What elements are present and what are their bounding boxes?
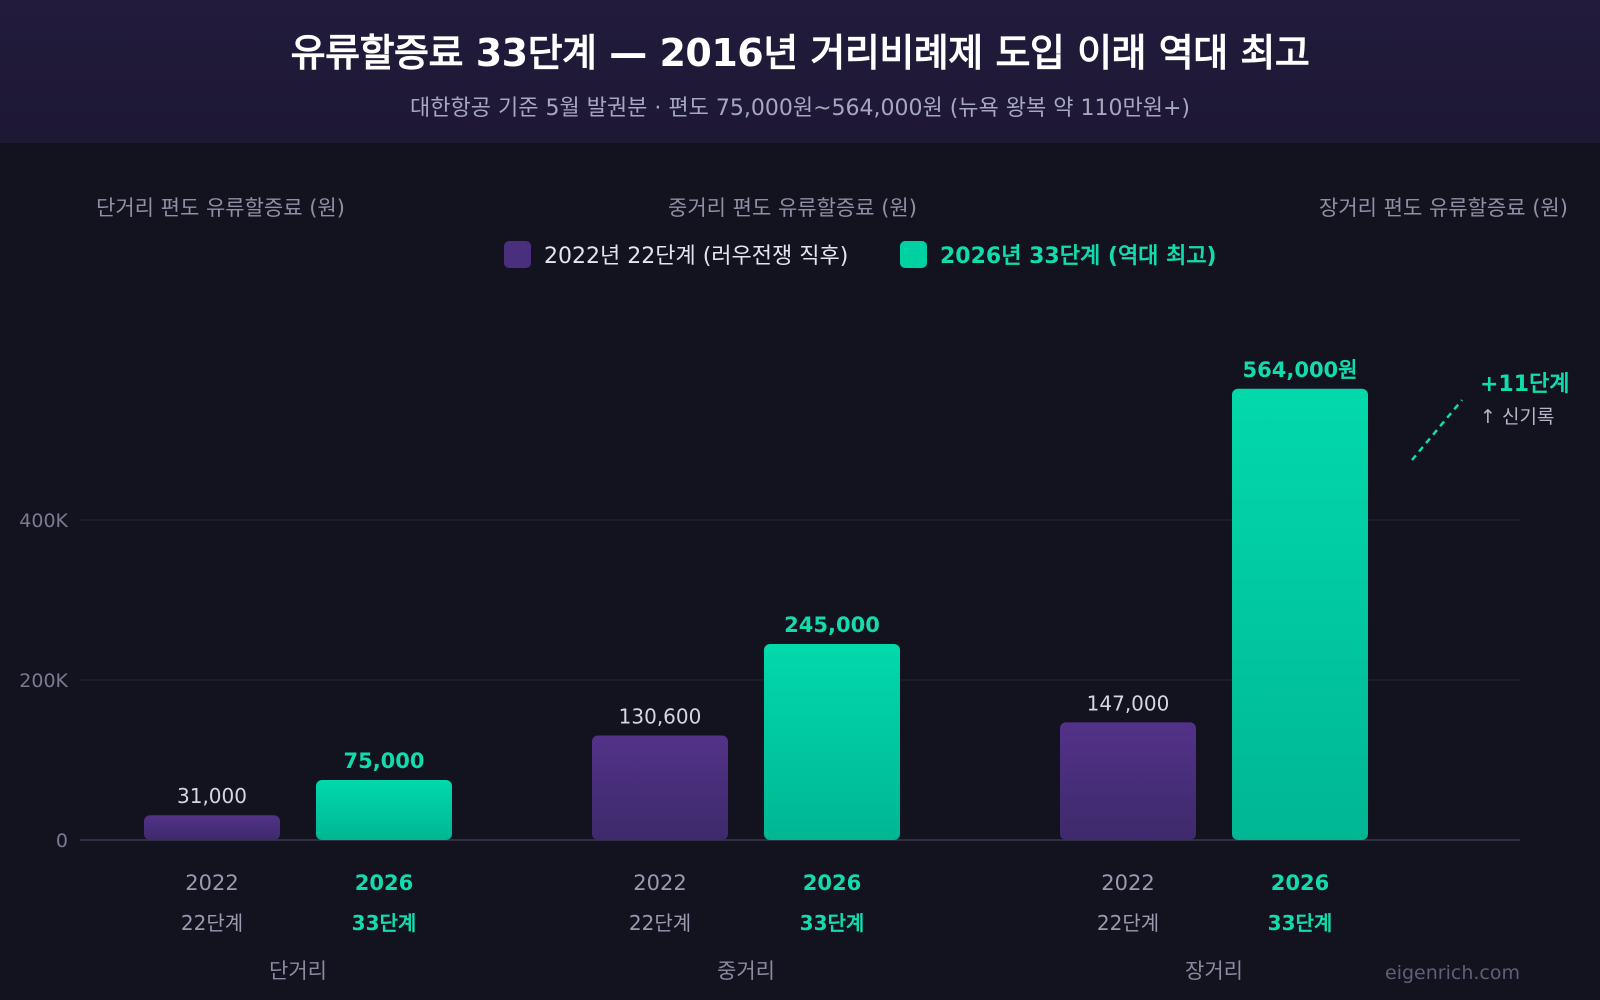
- value-label-2022-2: 147,000: [1087, 691, 1170, 715]
- bar-2022-1: [592, 735, 728, 840]
- annotation-label: +11단계: [1480, 372, 1570, 397]
- x-stage-label-2022-0: 22단계: [181, 911, 243, 935]
- bar-2022-0: [144, 815, 280, 840]
- x-year-label-2026-0: 2026: [355, 871, 413, 895]
- panel-label-medium: 중거리 편도 유류할증료 (원): [668, 196, 917, 220]
- watermark: eigenrich.com: [1385, 962, 1520, 984]
- legend-item-2026: 2026년 33단계 (역대 최고): [900, 238, 1217, 270]
- bar-2026-2: [1232, 388, 1368, 840]
- category-label-2: 장거리: [1185, 959, 1243, 983]
- value-label-2026-1: 245,000: [784, 613, 880, 637]
- header: 유류할증료 33단계 — 2016년 거리비례제 도입 이래 역대 최고 대한항…: [0, 0, 1600, 143]
- chart-subtitle: 대한항공 기준 5월 발권분 · 편도 75,000원~564,000원 (뉴욕…: [410, 96, 1190, 121]
- chart-title: 유류할증료 33단계 — 2016년 거리비례제 도입 이래 역대 최고: [290, 31, 1310, 75]
- x-stage-label-2022-1: 22단계: [629, 911, 691, 935]
- bar-2022-2: [1060, 722, 1196, 840]
- panel-label-short: 단거리 편도 유류할증료 (원): [96, 196, 345, 220]
- category-label-1: 중거리: [717, 959, 775, 983]
- bar-2026-1: [764, 644, 900, 840]
- value-label-2022-1: 130,600: [619, 705, 702, 729]
- x-stage-label-2026-0: 33단계: [352, 911, 417, 935]
- x-year-label-2026-2: 2026: [1271, 871, 1329, 895]
- annotation-dashed-line: [1411, 399, 1463, 461]
- x-year-label-2022-0: 2022: [185, 871, 238, 895]
- legend-label-2022: 2022년 22단계 (러우전쟁 직후): [544, 244, 849, 269]
- x-stage-label-2026-2: 33단계: [1268, 911, 1333, 935]
- value-label-2026-0: 75,000: [343, 749, 424, 773]
- panel-label-long: 장거리 편도 유류할증료 (원): [1319, 196, 1568, 220]
- x-year-label-2022-1: 2022: [633, 871, 686, 895]
- y-tick-label-200K: 200K: [19, 670, 68, 692]
- x-year-label-2026-1: 2026: [803, 871, 861, 895]
- x-year-label-2022-2: 2022: [1101, 871, 1154, 895]
- legend-item-2022: 2022년 22단계 (러우전쟁 직후): [504, 238, 848, 270]
- x-stage-label-2022-2: 22단계: [1097, 911, 1159, 935]
- y-tick-label-0: 0: [56, 830, 68, 852]
- y-tick-label-400K: 400K: [19, 510, 68, 532]
- legend-label-2026: 2026년 33단계 (역대 최고): [940, 244, 1217, 269]
- legend-swatch-2022: [504, 240, 531, 268]
- x-stage-label-2026-1: 33단계: [800, 911, 865, 935]
- legend-swatch-2026: [900, 240, 927, 268]
- annotation-sublabel: ↑ 신기록: [1480, 406, 1554, 428]
- category-label-0: 단거리: [269, 959, 327, 983]
- value-label-2022-0: 31,000: [177, 784, 247, 808]
- bar-2026-0: [316, 780, 452, 840]
- value-label-2026-2: 564,000원: [1243, 358, 1358, 382]
